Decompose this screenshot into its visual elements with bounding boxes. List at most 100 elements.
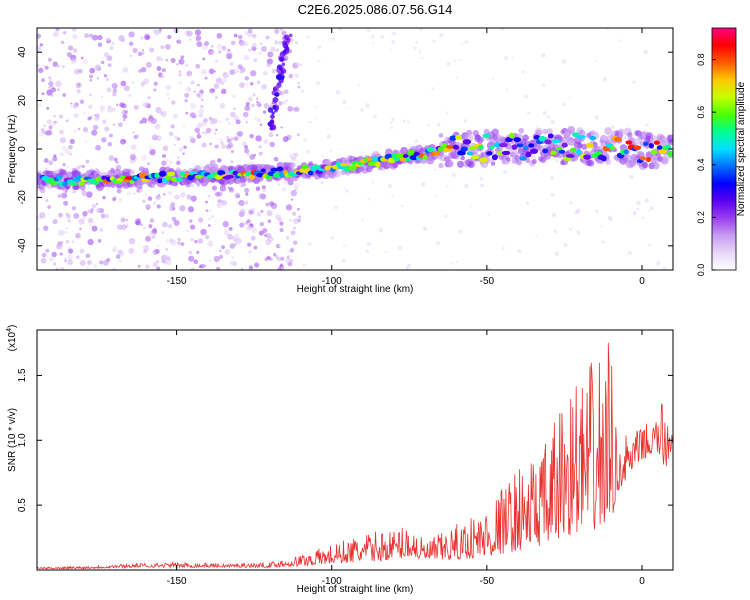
heatmap-streak-cell <box>270 124 277 131</box>
heatmap-noise-cell <box>645 123 649 127</box>
heatmap-noise-cell <box>245 82 249 86</box>
heatmap-noise-cell <box>205 200 208 204</box>
heatmap-noise-cell <box>123 85 130 92</box>
heatmap-noise-cell <box>365 103 370 108</box>
heatmap-noise-cell <box>258 151 263 156</box>
heatmap-noise-cell <box>271 68 277 74</box>
heatmap-noise-cell <box>233 33 238 38</box>
heatmap-noise-cell <box>172 113 178 119</box>
heatmap-ridge-cell <box>479 157 489 163</box>
heatmap-streak-cell <box>272 96 279 103</box>
heatmap-noise-cell <box>574 210 579 215</box>
heatmap-noise-cell <box>178 147 184 152</box>
heatmap-noise-cell <box>292 211 297 216</box>
heatmap-noise-cell <box>170 239 177 246</box>
snr-y-tick-label: 1.0 <box>17 433 28 447</box>
heatmap-noise-cell <box>97 77 100 80</box>
heatmap-noise-cell <box>238 199 245 207</box>
heatmap-noise-cell <box>210 50 215 55</box>
heatmap-noise-cell <box>225 117 229 121</box>
heatmap-noise-cell <box>542 83 546 87</box>
heatmap-noise-cell <box>101 137 107 143</box>
heatmap-noise-cell <box>85 159 90 164</box>
heatmap-noise-cell <box>230 160 234 163</box>
heatmap-noise-cell <box>250 70 257 77</box>
heatmap-noise-cell <box>71 206 77 211</box>
heatmap-noise-cell <box>233 136 239 142</box>
heatmap-ridge-cell <box>367 161 377 167</box>
heatmap-noise-cell <box>80 56 84 60</box>
heatmap-noise-cell <box>115 254 121 259</box>
heatmap-noise-cell <box>213 83 220 89</box>
heatmap-noise-cell <box>224 248 231 255</box>
heatmap-noise-cell <box>294 73 300 78</box>
heatmap-noise-cell <box>67 219 71 223</box>
heatmap-noise-cell <box>531 155 536 160</box>
heatmap-noise-cell <box>456 260 459 263</box>
heatmap-streak-cell <box>282 40 287 46</box>
heatmap-noise-cell <box>256 97 259 100</box>
heatmap-noise-cell <box>179 191 186 198</box>
heatmap-noise-cell <box>275 134 279 137</box>
heatmap-noise-cell <box>221 91 224 94</box>
snr-x-tick-label: -100 <box>322 576 342 587</box>
heatmap-noise-cell <box>171 216 177 222</box>
heatmap-noise-cell <box>432 39 436 43</box>
heatmap-noise-cell <box>561 102 566 106</box>
heatmap-noise-cell <box>251 103 255 108</box>
heatmap-noise-cell <box>72 48 78 53</box>
heatmap-noise-cell <box>145 264 150 269</box>
colorbar-label: Normalized spectral amplitude <box>736 81 747 216</box>
heatmap-noise-cell <box>67 254 73 261</box>
heatmap-noise-cell <box>201 98 204 102</box>
heatmap-noise-cell <box>165 158 170 163</box>
heatmap-ridge-cell <box>645 156 652 163</box>
heatmap-ridge-halo <box>618 128 625 135</box>
heatmap-ridge-cell <box>92 181 100 185</box>
heatmap-noise-cell <box>62 163 66 167</box>
heatmap-noise-cell <box>185 63 189 67</box>
heatmap-noise-cell <box>60 40 65 45</box>
heatmap-noise-cell <box>464 183 469 189</box>
heatmap-noise-cell <box>241 141 247 147</box>
heatmap-noise-cell <box>63 200 69 206</box>
heatmap-ridge-cell <box>443 148 452 153</box>
heatmap-noise-cell <box>256 212 262 217</box>
heatmap-noise-cell <box>145 204 151 210</box>
heatmap-noise-cell <box>281 30 287 36</box>
heatmap-noise-cell <box>87 217 94 224</box>
heatmap-noise-cell <box>44 65 49 70</box>
heatmap-noise-cell <box>174 135 178 139</box>
heatmap-noise-cell <box>39 43 44 47</box>
heatmap-noise-cell <box>157 193 161 197</box>
heatmap-noise-cell <box>479 176 483 181</box>
heatmap-noise-cell <box>288 73 294 79</box>
heatmap-noise-cell <box>93 114 97 117</box>
heatmap-noise-cell <box>343 187 346 190</box>
heatmap-noise-cell <box>277 217 283 222</box>
spectrogram-heatmap <box>37 28 673 270</box>
heatmap-noise-cell <box>576 230 581 235</box>
heatmap-noise-cell <box>217 120 222 124</box>
heatmap-noise-cell <box>107 141 113 147</box>
heatmap-streak-cell <box>277 70 281 74</box>
heatmap-noise-cell <box>100 60 105 65</box>
heatmap-ridge-cell <box>301 164 309 170</box>
heatmap-noise-cell <box>279 227 284 233</box>
heatmap-ridge-cell <box>101 175 107 180</box>
heatmap-noise-cell <box>269 141 274 146</box>
heatmap-ridge-cell <box>658 149 667 154</box>
heatmap-noise-cell <box>270 46 276 53</box>
heatmap-ridge-halo <box>534 127 543 136</box>
heatmap-ridge-cell <box>498 142 508 148</box>
heatmap-ridge-cell <box>471 154 480 160</box>
heatmap-ridge-cell <box>311 164 321 169</box>
heatmap-noise-cell <box>274 28 280 35</box>
heatmap-noise-cell <box>60 267 65 270</box>
heatmap-noise-cell <box>259 123 263 126</box>
heatmap-noise-cell <box>265 232 272 239</box>
heatmap-noise-cell <box>230 137 234 141</box>
heatmap-noise-cell <box>245 192 249 196</box>
heatmap-streak-cell <box>280 74 285 79</box>
